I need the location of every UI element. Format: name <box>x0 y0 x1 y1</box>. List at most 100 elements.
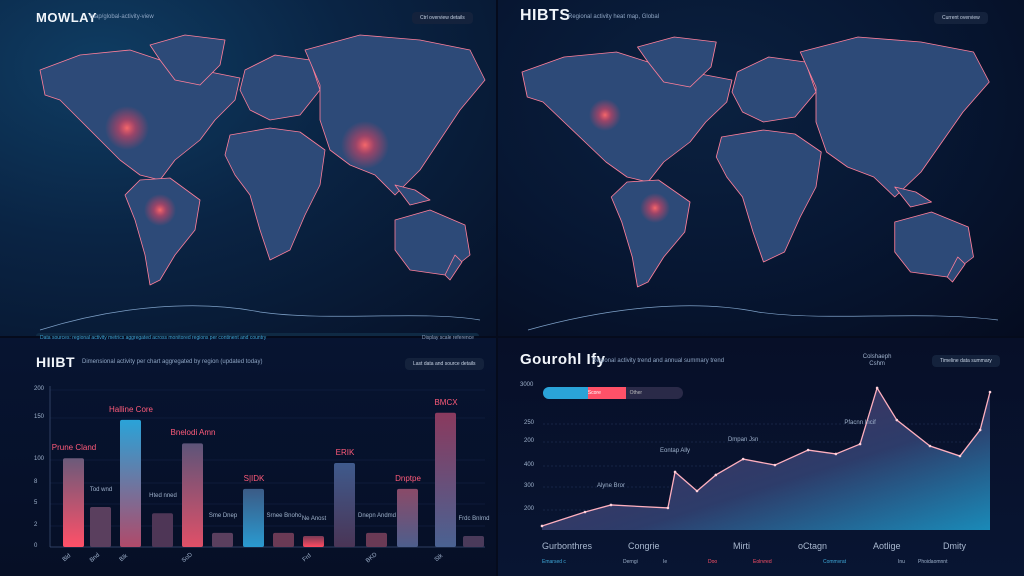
point-annotation: Dmpan Jsn <box>727 437 759 444</box>
bar[interactable] <box>397 488 418 547</box>
bar[interactable] <box>120 419 141 547</box>
data-point[interactable] <box>609 503 613 507</box>
legend-item: Emarsed c <box>542 559 566 565</box>
bar[interactable] <box>303 536 324 547</box>
map-footer-right: Display scale reference <box>422 335 474 341</box>
bar[interactable] <box>212 532 233 547</box>
bar[interactable] <box>273 532 294 547</box>
y-tick-label: 0 <box>34 543 38 549</box>
bar[interactable] <box>243 488 264 547</box>
bar[interactable] <box>182 443 203 547</box>
page-title: MOWLAY <box>36 10 98 25</box>
bar-annotation: Sme Dnep <box>208 512 238 519</box>
y-tick-label: 8 <box>34 479 38 485</box>
chart-subtitle: Dimensional activity per chart aggregate… <box>82 359 263 365</box>
data-point[interactable] <box>673 470 677 474</box>
bar[interactable] <box>90 506 111 547</box>
y-tick-label: 200 <box>524 438 535 444</box>
data-point[interactable] <box>583 510 587 514</box>
data-point[interactable] <box>666 506 670 510</box>
overview-button[interactable]: Ctrl overview details <box>412 12 473 24</box>
data-point[interactable] <box>741 457 745 461</box>
y-tick-label: 300 <box>524 483 535 489</box>
legend-item: Derngi <box>623 559 638 565</box>
chart-title: Gourohl Ify <box>520 351 606 368</box>
subtitle: Regional activity heat map, Global <box>568 14 660 20</box>
data-point[interactable] <box>695 489 699 493</box>
bar[interactable] <box>334 463 355 547</box>
legend-item: Commvrat <box>823 559 847 565</box>
bar-annotation: S|IDK <box>243 473 265 483</box>
chart-subtitle: Regional activity trend and annual summa… <box>592 358 725 364</box>
area-chart <box>540 386 992 530</box>
data-point[interactable] <box>714 473 718 477</box>
chart-title: HIIBT <box>36 354 76 370</box>
point-annotation: Pfacnn Incif <box>844 420 876 427</box>
bar-annotation: ERIK <box>335 448 355 457</box>
data-point[interactable] <box>540 524 544 528</box>
bar-chart-panel: HIIBT Dimensional activity per chart agg… <box>0 338 496 576</box>
point-annotation: Alyne Bror <box>596 482 625 489</box>
data-point[interactable] <box>928 444 932 448</box>
data-point[interactable] <box>875 386 879 390</box>
data-point[interactable] <box>895 418 899 422</box>
bar-annotation: BMCX <box>434 397 458 407</box>
y-tick-label: 2 <box>34 522 38 528</box>
details-button[interactable]: Last data and source details <box>405 358 484 370</box>
world-map[interactable] <box>0 0 496 336</box>
bar[interactable] <box>152 513 173 547</box>
legend-item: Ie <box>663 559 668 565</box>
x-tick-label: Mirti <box>733 541 750 551</box>
subtitle: map/global-activity-view <box>90 14 154 20</box>
legend-item: Inu <box>898 559 905 565</box>
hotspot-brazil <box>640 193 670 223</box>
legend-item: Doo <box>708 559 718 565</box>
data-point[interactable] <box>988 390 992 394</box>
data-point[interactable] <box>858 442 862 446</box>
hotspot-north-america <box>589 99 621 131</box>
timeline-button[interactable]: Timeline data summary <box>932 355 1000 367</box>
hotspot-brazil <box>144 194 176 226</box>
y-tick-label: 250 <box>524 420 535 426</box>
map-footer-text: Data sources: regional activity metrics … <box>40 335 267 341</box>
data-point[interactable] <box>773 463 777 467</box>
bar[interactable] <box>366 532 387 547</box>
legend-item: Eolrvred <box>753 559 772 565</box>
area-fill <box>542 387 990 530</box>
progress-bar[interactable]: Score Other <box>543 387 683 399</box>
bar-annotation: Frdc Bnlrnd <box>458 516 490 522</box>
hotspot-china <box>341 121 389 169</box>
x-tick-label: Dmity <box>943 541 966 551</box>
y-tick-label: 400 <box>524 462 535 468</box>
data-point[interactable] <box>834 452 838 456</box>
data-point[interactable] <box>958 454 962 458</box>
bar[interactable] <box>435 412 456 547</box>
bar-annotation: Dnepn Andmd <box>357 512 397 519</box>
data-point[interactable] <box>806 448 810 452</box>
series-line <box>541 386 991 527</box>
legend-item: Phoidaomnnt <box>918 559 948 565</box>
bar[interactable] <box>63 458 84 547</box>
point-annotation: Eontap Ally <box>660 447 691 454</box>
world-map[interactable] <box>498 0 1024 336</box>
bar-annotation: Prune Cland <box>51 443 97 453</box>
x-tick-label: oCtagn <box>798 541 828 551</box>
bar[interactable] <box>463 536 484 547</box>
page-title: HIBTS <box>520 7 571 24</box>
bar-annotation: Tod wnd <box>89 486 113 493</box>
bar-annotation: Dnptpe <box>395 473 421 483</box>
overview-button[interactable]: Current overview <box>934 12 988 24</box>
range-label: 3000 <box>520 382 534 388</box>
y-tick-label: 200 <box>34 386 45 392</box>
data-point[interactable] <box>978 428 982 432</box>
bar-annotation: Ne Anost <box>301 516 327 522</box>
x-tick-label: Gurbonthres <box>542 541 593 551</box>
y-tick-label: 150 <box>34 414 45 420</box>
map-panel-left: MOWLAY map/global-activity-view Ctrl ove… <box>0 0 496 336</box>
point-annotation: Colshaeph Cshm <box>862 353 892 367</box>
bar-chart <box>49 386 485 548</box>
x-tick-label: Aotlige <box>873 541 901 551</box>
bar-annotation: Srnee Bnoho <box>266 512 302 519</box>
bar-annotation: Bnelodi Amn <box>170 428 216 438</box>
bar-annotation: Hted nned <box>149 493 177 500</box>
